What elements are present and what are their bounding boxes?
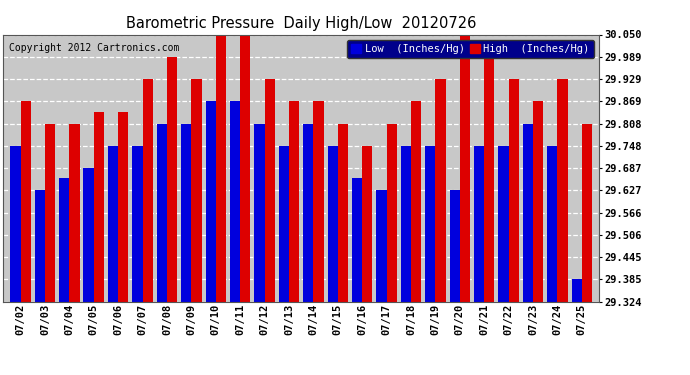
Bar	[255, 124, 264, 302]
Bar	[167, 57, 177, 302]
Bar	[509, 79, 519, 302]
Bar	[352, 178, 362, 302]
Bar	[34, 190, 45, 302]
Bar	[533, 101, 543, 302]
Text: Copyright 2012 Cartronics.com: Copyright 2012 Cartronics.com	[10, 42, 180, 52]
Bar	[83, 168, 94, 302]
Bar	[216, 34, 226, 302]
Bar	[94, 112, 104, 302]
Bar	[21, 101, 31, 302]
Bar	[157, 124, 167, 302]
Bar	[386, 124, 397, 302]
Bar	[571, 279, 582, 302]
Bar	[264, 79, 275, 302]
Bar	[240, 34, 250, 302]
Bar	[132, 146, 143, 302]
Bar	[582, 124, 592, 302]
Bar	[206, 101, 216, 302]
Bar	[108, 146, 118, 302]
Bar	[425, 146, 435, 302]
Title: Barometric Pressure  Daily High/Low  20120726: Barometric Pressure Daily High/Low 20120…	[126, 15, 476, 30]
Bar	[10, 146, 21, 302]
Bar	[450, 190, 460, 302]
Bar	[313, 101, 324, 302]
Bar	[328, 146, 338, 302]
Bar	[376, 190, 386, 302]
Bar	[460, 34, 470, 302]
Bar	[401, 146, 411, 302]
Bar	[59, 178, 69, 302]
Bar	[523, 124, 533, 302]
Bar	[303, 124, 313, 302]
Bar	[191, 79, 201, 302]
Bar	[547, 146, 558, 302]
Bar	[484, 57, 495, 302]
Bar	[411, 101, 422, 302]
Bar	[474, 146, 484, 302]
Bar	[362, 146, 373, 302]
Bar	[143, 79, 152, 302]
Bar	[498, 146, 509, 302]
Bar	[45, 124, 55, 302]
Bar	[118, 112, 128, 302]
Bar	[558, 79, 568, 302]
Bar	[279, 146, 289, 302]
Bar	[435, 79, 446, 302]
Legend: Low  (Inches/Hg), High  (Inches/Hg): Low (Inches/Hg), High (Inches/Hg)	[347, 40, 593, 58]
Bar	[289, 101, 299, 302]
Bar	[69, 124, 79, 302]
Bar	[230, 101, 240, 302]
Bar	[338, 124, 348, 302]
Bar	[181, 124, 191, 302]
